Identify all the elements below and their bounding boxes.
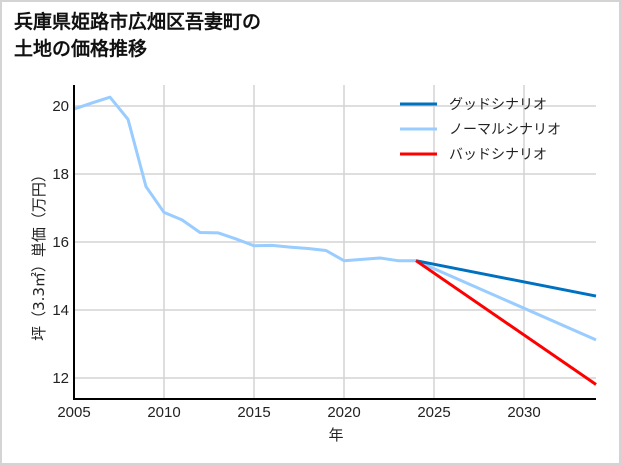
y-tick-label: 20	[52, 98, 69, 115]
x-tick-label: 2025	[417, 404, 450, 421]
title-line-2: 土地の価格推移	[14, 38, 148, 60]
x-tick-label: 2010	[147, 404, 180, 421]
y-tick-label: 16	[52, 234, 69, 251]
x-tick-label: 2005	[57, 404, 90, 421]
series-line	[73, 95, 597, 342]
x-tick-label: 2030	[507, 404, 540, 421]
y-tick-label: 14	[52, 302, 69, 319]
title-line-1: 兵庫県姫路市広畑区吾妻町の	[14, 11, 262, 33]
x-tick-label: 2015	[237, 404, 270, 421]
series-lines	[73, 95, 597, 386]
series-line	[415, 259, 597, 386]
y-axis-label: 坪（3.3㎡）単価（万円）	[30, 167, 48, 341]
x-tick-label: 2020	[327, 404, 360, 421]
chart-title: 兵庫県姫路市広畑区吾妻町の 土地の価格推移	[14, 9, 261, 63]
x-axis-label: 年	[328, 426, 343, 444]
y-tick-label: 18	[52, 166, 69, 183]
legend-label: バッドシナリオ	[449, 147, 547, 163]
legend-label: ノーマルシナリオ	[449, 122, 561, 138]
legend-label: グッドシナリオ	[449, 97, 547, 113]
grid-lines	[74, 85, 596, 399]
y-tick-label: 12	[52, 370, 69, 387]
series-line	[415, 259, 597, 298]
tick-labels: 2005 2010 2015 2020 2025 2030 12 14 16 18 20	[52, 98, 540, 421]
axes	[73, 85, 596, 400]
